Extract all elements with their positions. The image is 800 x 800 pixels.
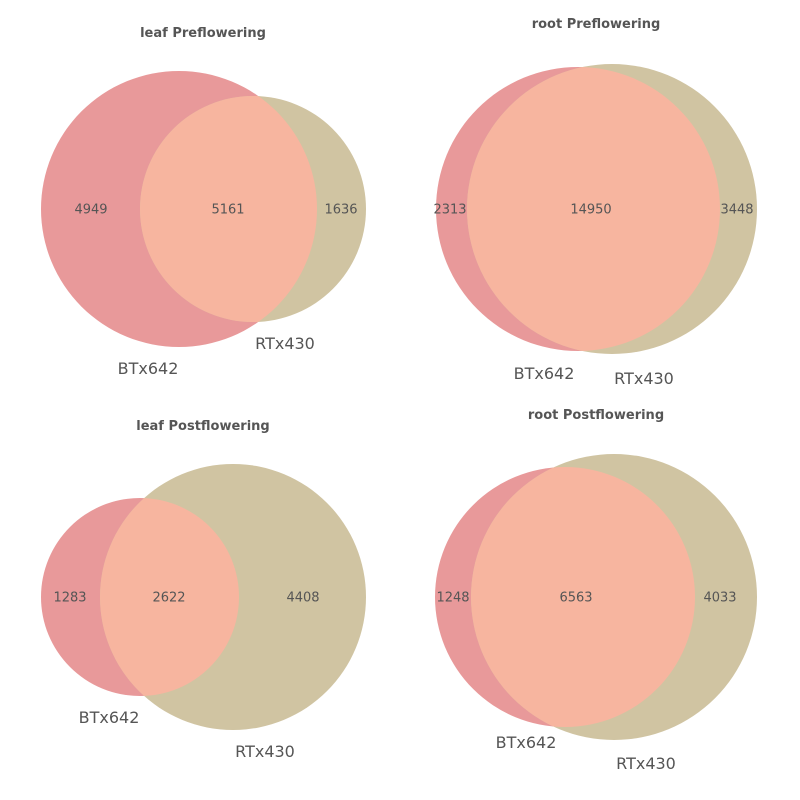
overlap-region: [467, 67, 720, 351]
overlap-region: [100, 498, 239, 696]
set-b-label: RTx430: [614, 369, 674, 388]
overlap-count: 5161: [211, 203, 244, 218]
only-b-count: 4033: [703, 591, 736, 606]
set-a-label: BTx642: [118, 359, 179, 378]
overlap-count: 6563: [559, 591, 592, 606]
only-a-count: 1283: [53, 591, 86, 606]
only-a-count: 1248: [436, 591, 469, 606]
set-a-label: BTx642: [79, 708, 140, 727]
venn-leaf-preflowering: leaf Preflowering 4949 5161 1636 BTx642 …: [41, 26, 366, 378]
only-a-count: 2313: [433, 203, 466, 218]
only-a-count: 4949: [74, 203, 107, 218]
only-b-count: 1636: [324, 203, 357, 218]
overlap-count: 14950: [570, 203, 611, 218]
set-a-label: BTx642: [496, 733, 557, 752]
overlap-count: 2622: [152, 591, 185, 606]
venn-root-preflowering: root Preflowering 2313 14950 3448 BTx642…: [433, 17, 757, 388]
diagram-title: leaf Postflowering: [136, 419, 269, 434]
set-b-label: RTx430: [235, 742, 295, 761]
only-b-count: 4408: [286, 591, 319, 606]
diagram-title: root Postflowering: [528, 408, 664, 423]
diagram-title: leaf Preflowering: [140, 26, 266, 41]
set-b-label: RTx430: [616, 754, 676, 773]
set-a-label: BTx642: [514, 364, 575, 383]
diagram-title: root Preflowering: [532, 17, 661, 32]
venn-root-postflowering: root Postflowering 1248 6563 4033 BTx642…: [435, 408, 757, 773]
only-b-count: 3448: [720, 203, 753, 218]
set-b-label: RTx430: [255, 334, 315, 353]
venn-leaf-postflowering: leaf Postflowering 1283 2622 4408 BTx642…: [41, 419, 366, 761]
